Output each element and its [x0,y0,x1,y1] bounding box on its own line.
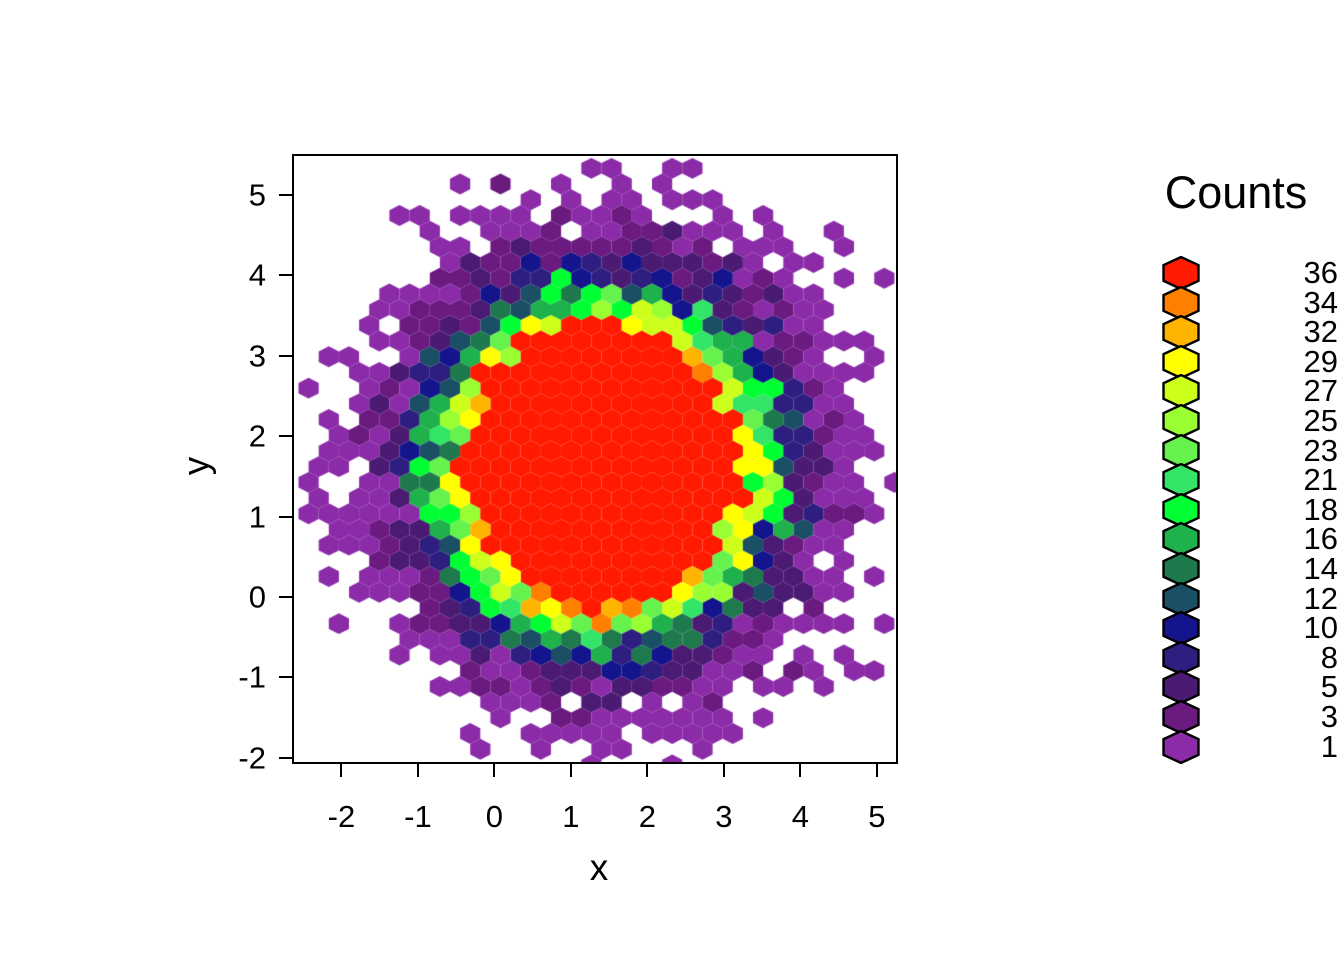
y-axis-tick [279,515,292,518]
y-axis-tick-label: -2 [238,740,266,776]
y-axis-tick [279,274,292,277]
legend-label: 5 [1320,669,1338,705]
x-axis-tick-label: 4 [791,799,809,834]
legend-label: 23 [1303,432,1338,468]
legend-label: 21 [1303,462,1338,498]
x-axis-tick-label: -1 [404,799,432,834]
y-axis-tick-label: 3 [248,338,266,374]
x-axis-tick-label: 5 [868,799,886,834]
x-axis-tick [722,764,725,777]
legend-label: 32 [1303,314,1338,350]
y-axis-tick-label: 4 [248,257,266,293]
x-axis-tick-label: -2 [327,799,356,834]
y-axis-tick [279,354,292,357]
y-axis-tick [279,676,292,679]
x-axis-tick [569,764,572,777]
y-axis-tick-label: 0 [248,579,266,615]
x-axis-tick-label: 0 [485,799,504,834]
legend-label: 25 [1303,403,1338,438]
x-axis-tick [340,764,343,777]
legend-label: 34 [1303,284,1338,320]
legend-label: 8 [1320,639,1338,675]
y-axis-tick-label: 5 [248,177,266,213]
y-axis-title: y [175,456,217,476]
legend-label: 14 [1303,551,1338,586]
legend-label: 10 [1303,610,1338,646]
legend-label: 18 [1303,491,1338,527]
y-axis-tick [279,193,292,196]
x-axis-tick [493,764,496,777]
x-axis-tick-label: 1 [562,799,580,834]
legend-label: 36 [1303,255,1338,290]
x-axis-tick [416,764,419,777]
y-axis-tick [279,435,292,438]
x-axis-tick [875,764,878,777]
x-axis-title: x [589,847,609,888]
x-axis-tick [646,764,649,777]
y-axis-tick [279,596,292,599]
legend-label: 27 [1303,373,1338,409]
x-axis-tick [799,764,802,777]
legend-title: Counts [1164,167,1308,218]
legend-label: 29 [1303,343,1338,379]
legend-swatch [1162,729,1200,764]
y-axis-tick-label: 2 [248,418,266,454]
hexbin-canvas [294,156,896,762]
legend: Counts 36 34 32 29 27 25 23 21 18 16 14 12 10 8 5 3 1 [1128,170,1344,770]
legend-label: 3 [1320,699,1338,734]
legend-label: 1 [1320,728,1338,764]
legend-label: 12 [1303,580,1338,616]
x-axis-tick-label: 2 [638,799,657,834]
plot-panel [292,154,898,764]
legend-label: 16 [1303,521,1338,557]
x-axis-tick-label: 3 [715,799,733,834]
y-axis-tick [279,756,292,759]
y-axis-tick-label: 1 [248,499,266,535]
y-axis-tick-label: -1 [238,659,266,695]
